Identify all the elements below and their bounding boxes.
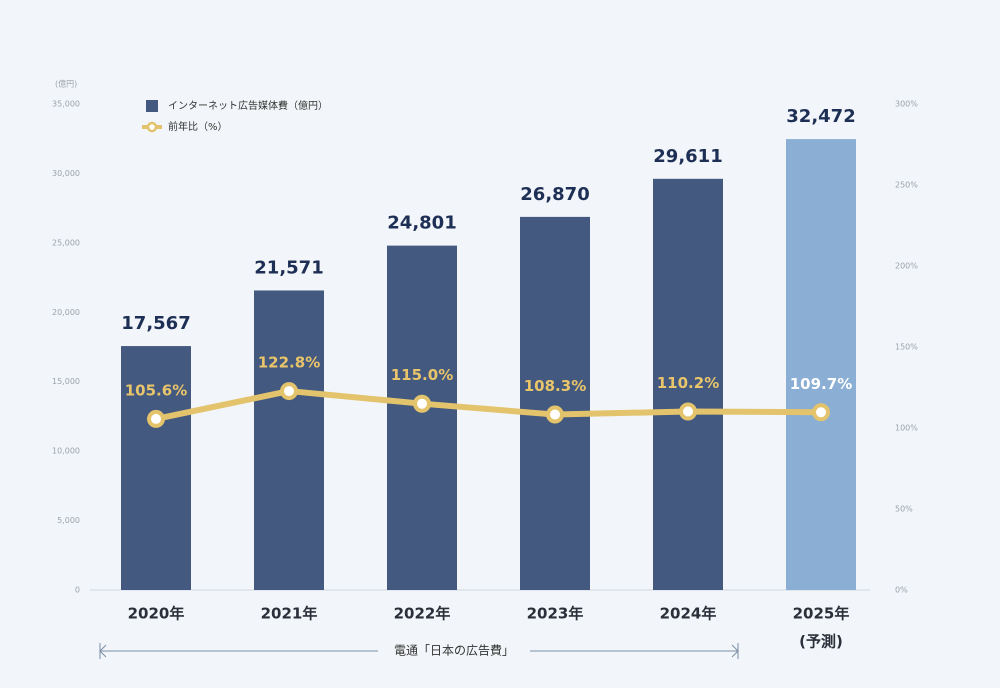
bar xyxy=(254,290,324,590)
y2-tick-label: 0% xyxy=(895,586,908,595)
bar-value-label: 32,472 xyxy=(786,106,855,127)
line-value-label: 105.6% xyxy=(125,381,187,399)
line-value-label: 110.2% xyxy=(657,374,719,392)
line-value-label: 122.8% xyxy=(258,354,320,372)
line-value-label: 109.7% xyxy=(790,375,852,393)
bar xyxy=(387,245,457,590)
line-marker xyxy=(147,409,165,428)
y2-tick-label: 100% xyxy=(895,424,918,433)
legend-swatch xyxy=(146,100,158,112)
line-marker xyxy=(413,394,431,413)
y-tick-label: 0 xyxy=(75,586,80,595)
x-tick-label: 2023年 xyxy=(527,605,584,623)
source: 電通「日本の広告費」 xyxy=(394,643,514,658)
x-tick-label: 2020年 xyxy=(128,605,185,623)
source-arrow-heads xyxy=(99,643,739,659)
legend-label: 前年比（%） xyxy=(168,120,228,133)
y-tick-label: 25,000 xyxy=(52,238,80,247)
y-tick-label: 30,000 xyxy=(52,169,80,178)
x-tick-label: 2025年 xyxy=(793,605,850,623)
y2-tick-label: 50% xyxy=(895,505,913,514)
line-value-label: 108.3% xyxy=(524,377,586,395)
y2-tick-label: 150% xyxy=(895,343,918,352)
line-marker xyxy=(679,402,697,421)
line-marker xyxy=(812,403,830,422)
forecast-note: (予測) xyxy=(799,633,843,651)
x-tick-label: 2021年 xyxy=(261,605,318,623)
bar-value-label: 24,801 xyxy=(387,213,456,234)
x-tick-label: 2024年 xyxy=(660,605,717,623)
y-tick-label: 10,000 xyxy=(52,447,80,456)
bar-value-label: 21,571 xyxy=(254,257,323,278)
bar xyxy=(121,346,191,590)
y-tick-label: 15,000 xyxy=(52,377,80,386)
line-marker xyxy=(280,382,298,401)
legend-label: インターネット広告媒体費（億円） xyxy=(168,99,328,112)
source-bg xyxy=(378,641,530,661)
line xyxy=(155,388,822,422)
bar xyxy=(520,216,590,590)
x-tick-label: 2022年 xyxy=(394,605,451,623)
y-unit: (億円) xyxy=(55,79,77,89)
line-marker xyxy=(546,405,564,424)
y2-tick-label: 200% xyxy=(895,262,918,271)
bar xyxy=(786,139,856,590)
y-tick-label: 20,000 xyxy=(52,308,80,317)
bar-value-label: 17,567 xyxy=(121,313,190,334)
y2-tick-label: 250% xyxy=(895,181,918,190)
bar-value-label: 26,870 xyxy=(520,184,589,205)
y2-tick-label: 300% xyxy=(895,100,918,109)
legend-swatch xyxy=(146,121,158,133)
y-tick-label: 5,000 xyxy=(57,516,80,525)
bar xyxy=(653,178,723,590)
y-tick-label: 35,000 xyxy=(52,100,80,109)
bar-value-label: 29,611 xyxy=(653,146,722,167)
line-value-label: 115.0% xyxy=(391,366,453,384)
